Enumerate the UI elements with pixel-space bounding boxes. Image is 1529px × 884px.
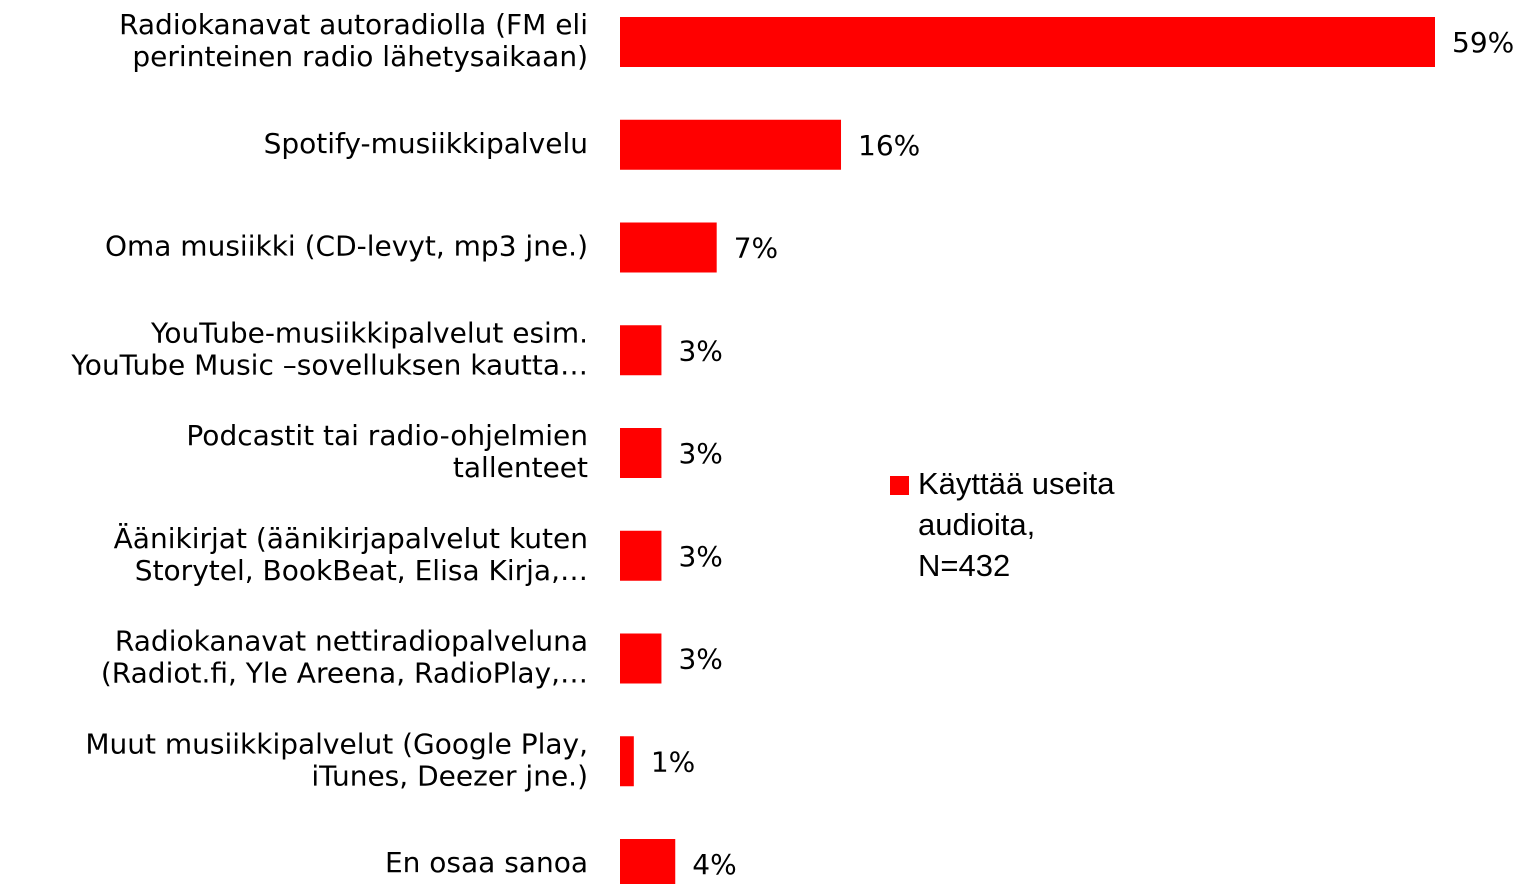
value-label: 7% [734,232,778,265]
value-label: 3% [678,643,722,676]
bar [620,428,662,478]
category-label: Radiokanavat nettiradiopalveluna (Radiot.… [101,625,588,690]
bar [620,119,842,170]
bar [620,530,662,581]
category-label: Radiokanavat autoradiolla (FM eli perinte… [119,8,588,73]
category-label: Oma musiikki (CD-levyt, mp3 jne.) [105,230,588,263]
bar [620,736,634,787]
category-label: En osaa sanoa [385,846,588,879]
bar [620,17,1435,67]
category-label: Podcastit tai radio-ohjelmien tallenteet [186,419,588,484]
value-label: 3% [678,540,722,573]
bar [620,633,662,684]
value-label: 59% [1452,26,1514,59]
category-label: Muut musiikkipalvelut (Google Play, iTune… [85,727,588,792]
value-label: 1% [651,745,695,778]
category-label: YouTube-musiikkipalvelut esim. YouTube Mu… [70,316,588,381]
value-label: 16% [858,129,920,162]
category-label: Spotify-musiikkipalvelu [264,127,588,160]
legend-swatch [890,476,909,495]
bar [620,839,676,884]
value-label: 3% [678,437,722,470]
bar [620,222,717,273]
value-label: 3% [678,334,722,367]
category-label: Äänikirjat (äänikirjapalvelut kuten Story… [114,522,588,587]
legend-text: Käyttää useita audioita, N=432 [918,466,1115,583]
value-label: 4% [692,848,736,881]
bar [620,325,662,376]
